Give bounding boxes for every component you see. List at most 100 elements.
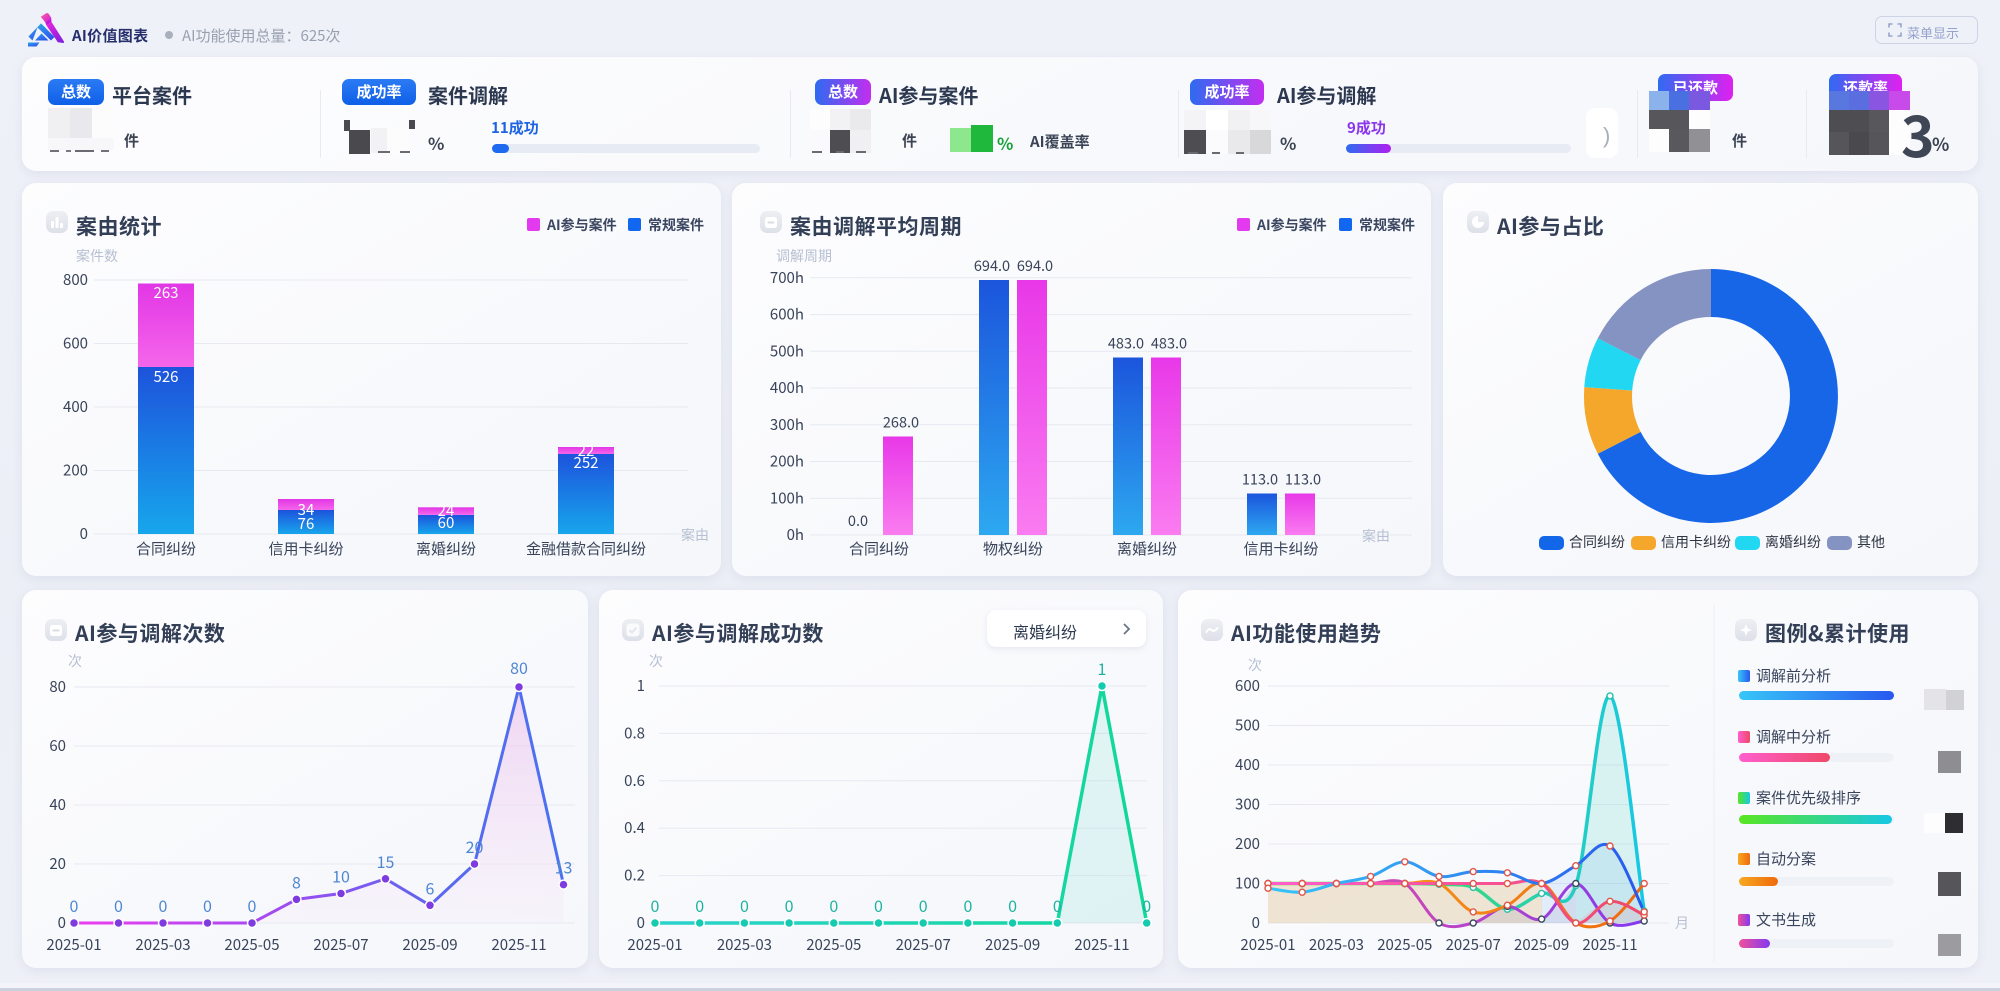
svg-text:1: 1 <box>1098 656 1107 680</box>
svg-text:268.0: 268.0 <box>883 412 919 433</box>
svg-text:15: 15 <box>377 849 395 873</box>
svg-text:2025-05: 2025-05 <box>224 934 279 955</box>
svg-text:10: 10 <box>332 864 350 888</box>
svg-text:0.0: 0.0 <box>848 510 868 531</box>
svg-text:0: 0 <box>248 893 257 917</box>
svg-text:0h: 0h <box>787 524 804 545</box>
svg-text:2025-01: 2025-01 <box>46 934 101 955</box>
svg-text:600h: 600h <box>770 304 804 325</box>
svg-text:694.0: 694.0 <box>974 255 1010 276</box>
svg-text:2025-11: 2025-11 <box>1074 934 1129 955</box>
svg-text:案由: 案由 <box>1362 526 1390 546</box>
svg-text:0: 0 <box>963 893 972 917</box>
svg-text:0: 0 <box>874 893 883 917</box>
svg-text:0: 0 <box>829 893 838 917</box>
svg-text:文书生成: 文书生成 <box>1756 909 1816 930</box>
svg-text:20: 20 <box>466 834 484 858</box>
svg-text:100h: 100h <box>770 487 804 508</box>
svg-text:2025-03: 2025-03 <box>135 934 190 955</box>
svg-text:400: 400 <box>63 396 88 417</box>
svg-text:500h: 500h <box>770 340 804 361</box>
svg-text:22: 22 <box>578 440 595 461</box>
svg-text:2025-01: 2025-01 <box>1240 934 1295 955</box>
svg-text:案件优先级排序: 案件优先级排序 <box>1756 787 1861 808</box>
svg-text:2025-05: 2025-05 <box>806 934 861 955</box>
svg-text:6: 6 <box>426 875 435 899</box>
svg-text:0: 0 <box>1053 893 1062 917</box>
svg-text:20: 20 <box>49 853 66 874</box>
svg-text:信用卡纠纷: 信用卡纠纷 <box>1661 532 1731 552</box>
svg-text:600: 600 <box>1235 675 1260 696</box>
svg-text:物权纠纷: 物权纠纷 <box>983 538 1043 559</box>
svg-text:2025-03: 2025-03 <box>1309 934 1364 955</box>
svg-text:次: 次 <box>1248 655 1262 675</box>
svg-text:调解周期: 调解周期 <box>776 246 832 266</box>
svg-text:200: 200 <box>1235 833 1260 854</box>
svg-text:400h: 400h <box>770 377 804 398</box>
svg-text:252: 252 <box>574 452 599 473</box>
svg-text:0.6: 0.6 <box>624 770 645 791</box>
svg-text:600: 600 <box>63 333 88 354</box>
svg-text:金融借款合同纠纷: 金融借款合同纠纷 <box>526 538 646 559</box>
svg-text:200: 200 <box>63 460 88 481</box>
svg-text:0: 0 <box>159 893 168 917</box>
svg-text:700h: 700h <box>770 267 804 288</box>
svg-text:40: 40 <box>49 794 66 815</box>
svg-text:0.4: 0.4 <box>624 817 645 838</box>
svg-text:0.2: 0.2 <box>624 865 645 886</box>
svg-text:13: 13 <box>555 855 573 879</box>
svg-text:694.0: 694.0 <box>1017 255 1053 276</box>
svg-text:400: 400 <box>1235 754 1260 775</box>
svg-text:2025-09: 2025-09 <box>985 934 1040 955</box>
svg-text:离婚纠纷: 离婚纠纷 <box>416 538 476 559</box>
svg-text:300h: 300h <box>770 414 804 435</box>
svg-text:0: 0 <box>114 893 123 917</box>
svg-text:常规案件: 常规案件 <box>648 215 704 235</box>
svg-text:2025-09: 2025-09 <box>1514 934 1569 955</box>
svg-text:合同纠纷: 合同纠纷 <box>1569 532 1625 552</box>
svg-text:调解中分析: 调解中分析 <box>1756 726 1831 747</box>
svg-text:信用卡纠纷: 信用卡纠纷 <box>1243 538 1318 559</box>
svg-text:离婚纠纷: 离婚纠纷 <box>1765 532 1821 552</box>
svg-text:合同纠纷: 合同纠纷 <box>849 538 909 559</box>
svg-text:自动分案: 自动分案 <box>1756 848 1816 869</box>
svg-text:离婚纠纷: 离婚纠纷 <box>1117 538 1177 559</box>
svg-text:483.0: 483.0 <box>1108 333 1144 354</box>
svg-text:100: 100 <box>1235 873 1260 894</box>
svg-text:263: 263 <box>154 282 179 303</box>
svg-text:案件数: 案件数 <box>76 246 118 266</box>
svg-text:2025-07: 2025-07 <box>1446 934 1501 955</box>
svg-text:次: 次 <box>649 651 663 671</box>
svg-text:0: 0 <box>203 893 212 917</box>
svg-text:2025-09: 2025-09 <box>402 934 457 955</box>
svg-text:常规案件: 常规案件 <box>1359 215 1415 235</box>
svg-text:AI参与案件: AI参与案件 <box>1256 215 1327 235</box>
svg-text:0: 0 <box>695 893 704 917</box>
svg-text:200h: 200h <box>770 451 804 472</box>
svg-text:2025-11: 2025-11 <box>1582 934 1637 955</box>
svg-text:合同纠纷: 合同纠纷 <box>136 538 196 559</box>
svg-text:月: 月 <box>1675 913 1689 933</box>
svg-text:0: 0 <box>1008 893 1017 917</box>
svg-text:60: 60 <box>438 512 455 533</box>
svg-text:0: 0 <box>785 893 794 917</box>
svg-text:0: 0 <box>1252 912 1260 933</box>
svg-text:500: 500 <box>1235 715 1260 736</box>
svg-text:8: 8 <box>292 869 301 893</box>
svg-text:2025-01: 2025-01 <box>627 934 682 955</box>
svg-text:526: 526 <box>154 366 179 387</box>
svg-text:0: 0 <box>58 912 66 933</box>
svg-text:2025-05: 2025-05 <box>1377 934 1432 955</box>
svg-text:AI参与案件: AI参与案件 <box>546 215 617 235</box>
svg-text:调解前分析: 调解前分析 <box>1756 665 1831 686</box>
svg-text:0: 0 <box>637 912 645 933</box>
svg-text:300: 300 <box>1235 794 1260 815</box>
svg-text:2025-03: 2025-03 <box>717 934 772 955</box>
svg-text:60: 60 <box>49 735 66 756</box>
svg-text:113.0: 113.0 <box>1285 469 1321 490</box>
svg-text:0: 0 <box>1142 893 1151 917</box>
svg-text:0: 0 <box>80 523 88 544</box>
svg-text:次: 次 <box>68 651 82 671</box>
svg-text:其他: 其他 <box>1857 532 1885 552</box>
svg-text:800: 800 <box>63 269 88 290</box>
